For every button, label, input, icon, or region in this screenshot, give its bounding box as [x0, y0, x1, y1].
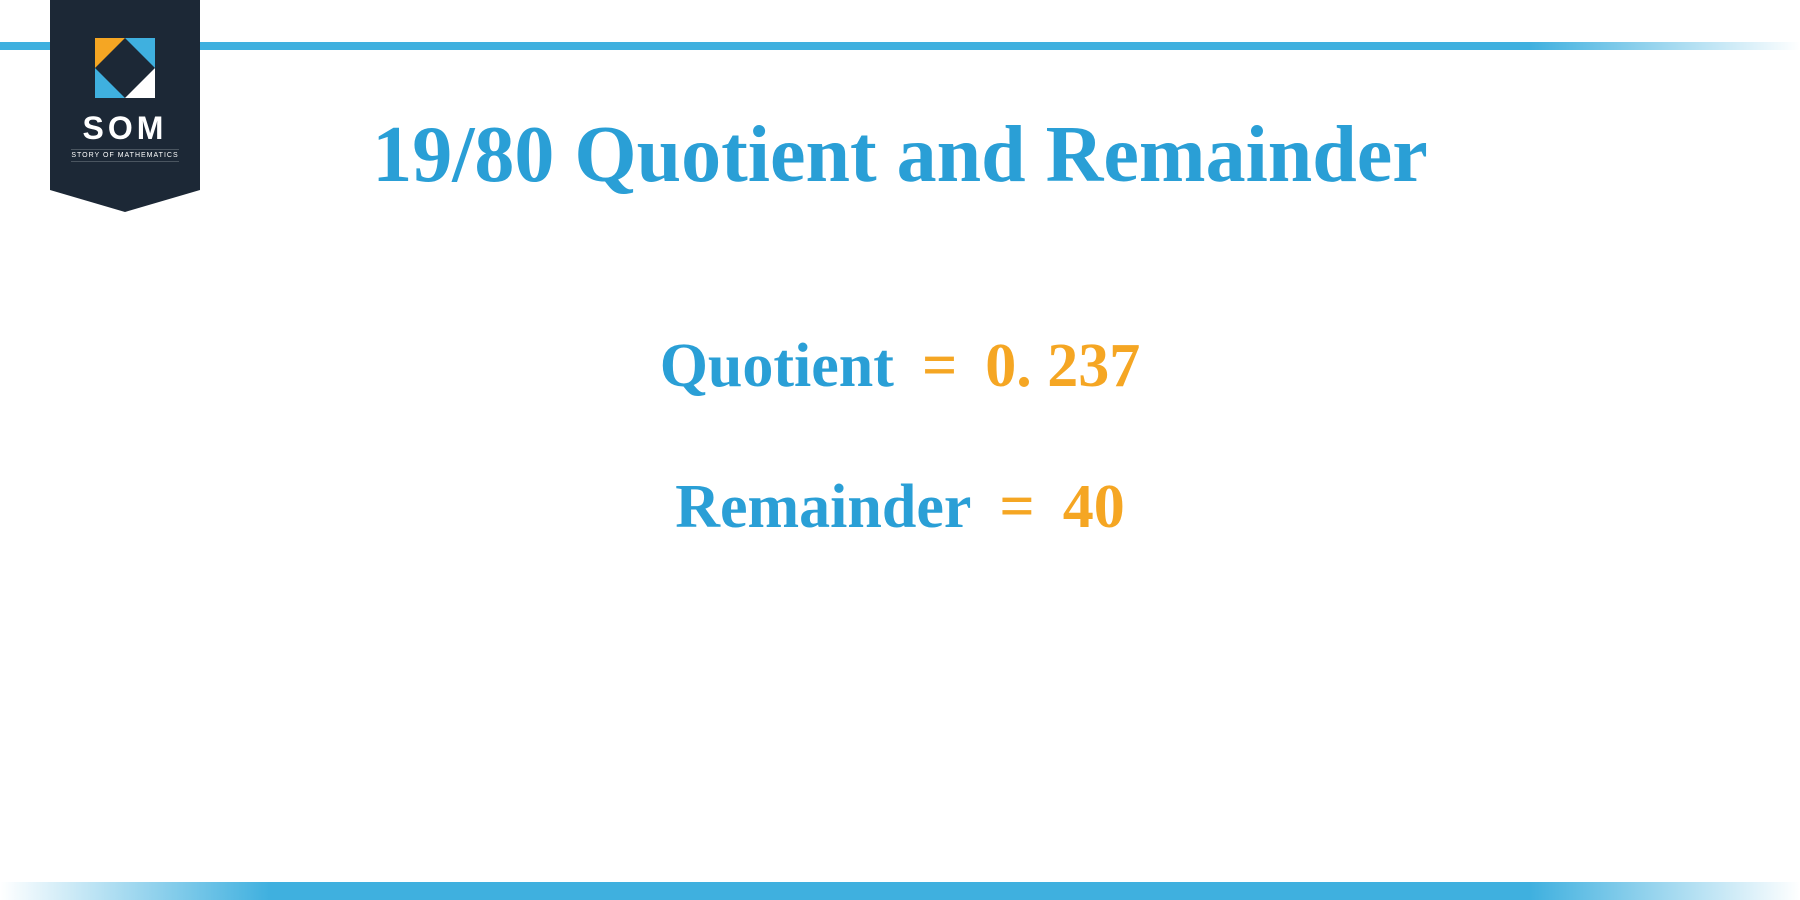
quotient-row: Quotient = 0. 237: [0, 331, 1800, 402]
equals-sign: =: [999, 472, 1034, 543]
main-content: 19/80 Quotient and Remainder Quotient = …: [0, 110, 1800, 613]
quotient-label: Quotient: [660, 331, 894, 402]
equals-sign: =: [922, 331, 957, 402]
top-accent-bar: [0, 42, 1800, 50]
bottom-accent-bar: [0, 882, 1800, 900]
remainder-value: 40: [1063, 472, 1125, 543]
remainder-row: Remainder = 40: [0, 472, 1800, 543]
quotient-value: 0. 237: [985, 331, 1140, 402]
som-logo-icon: [95, 38, 155, 98]
page-title: 19/80 Quotient and Remainder: [0, 110, 1800, 201]
remainder-label: Remainder: [675, 472, 971, 543]
